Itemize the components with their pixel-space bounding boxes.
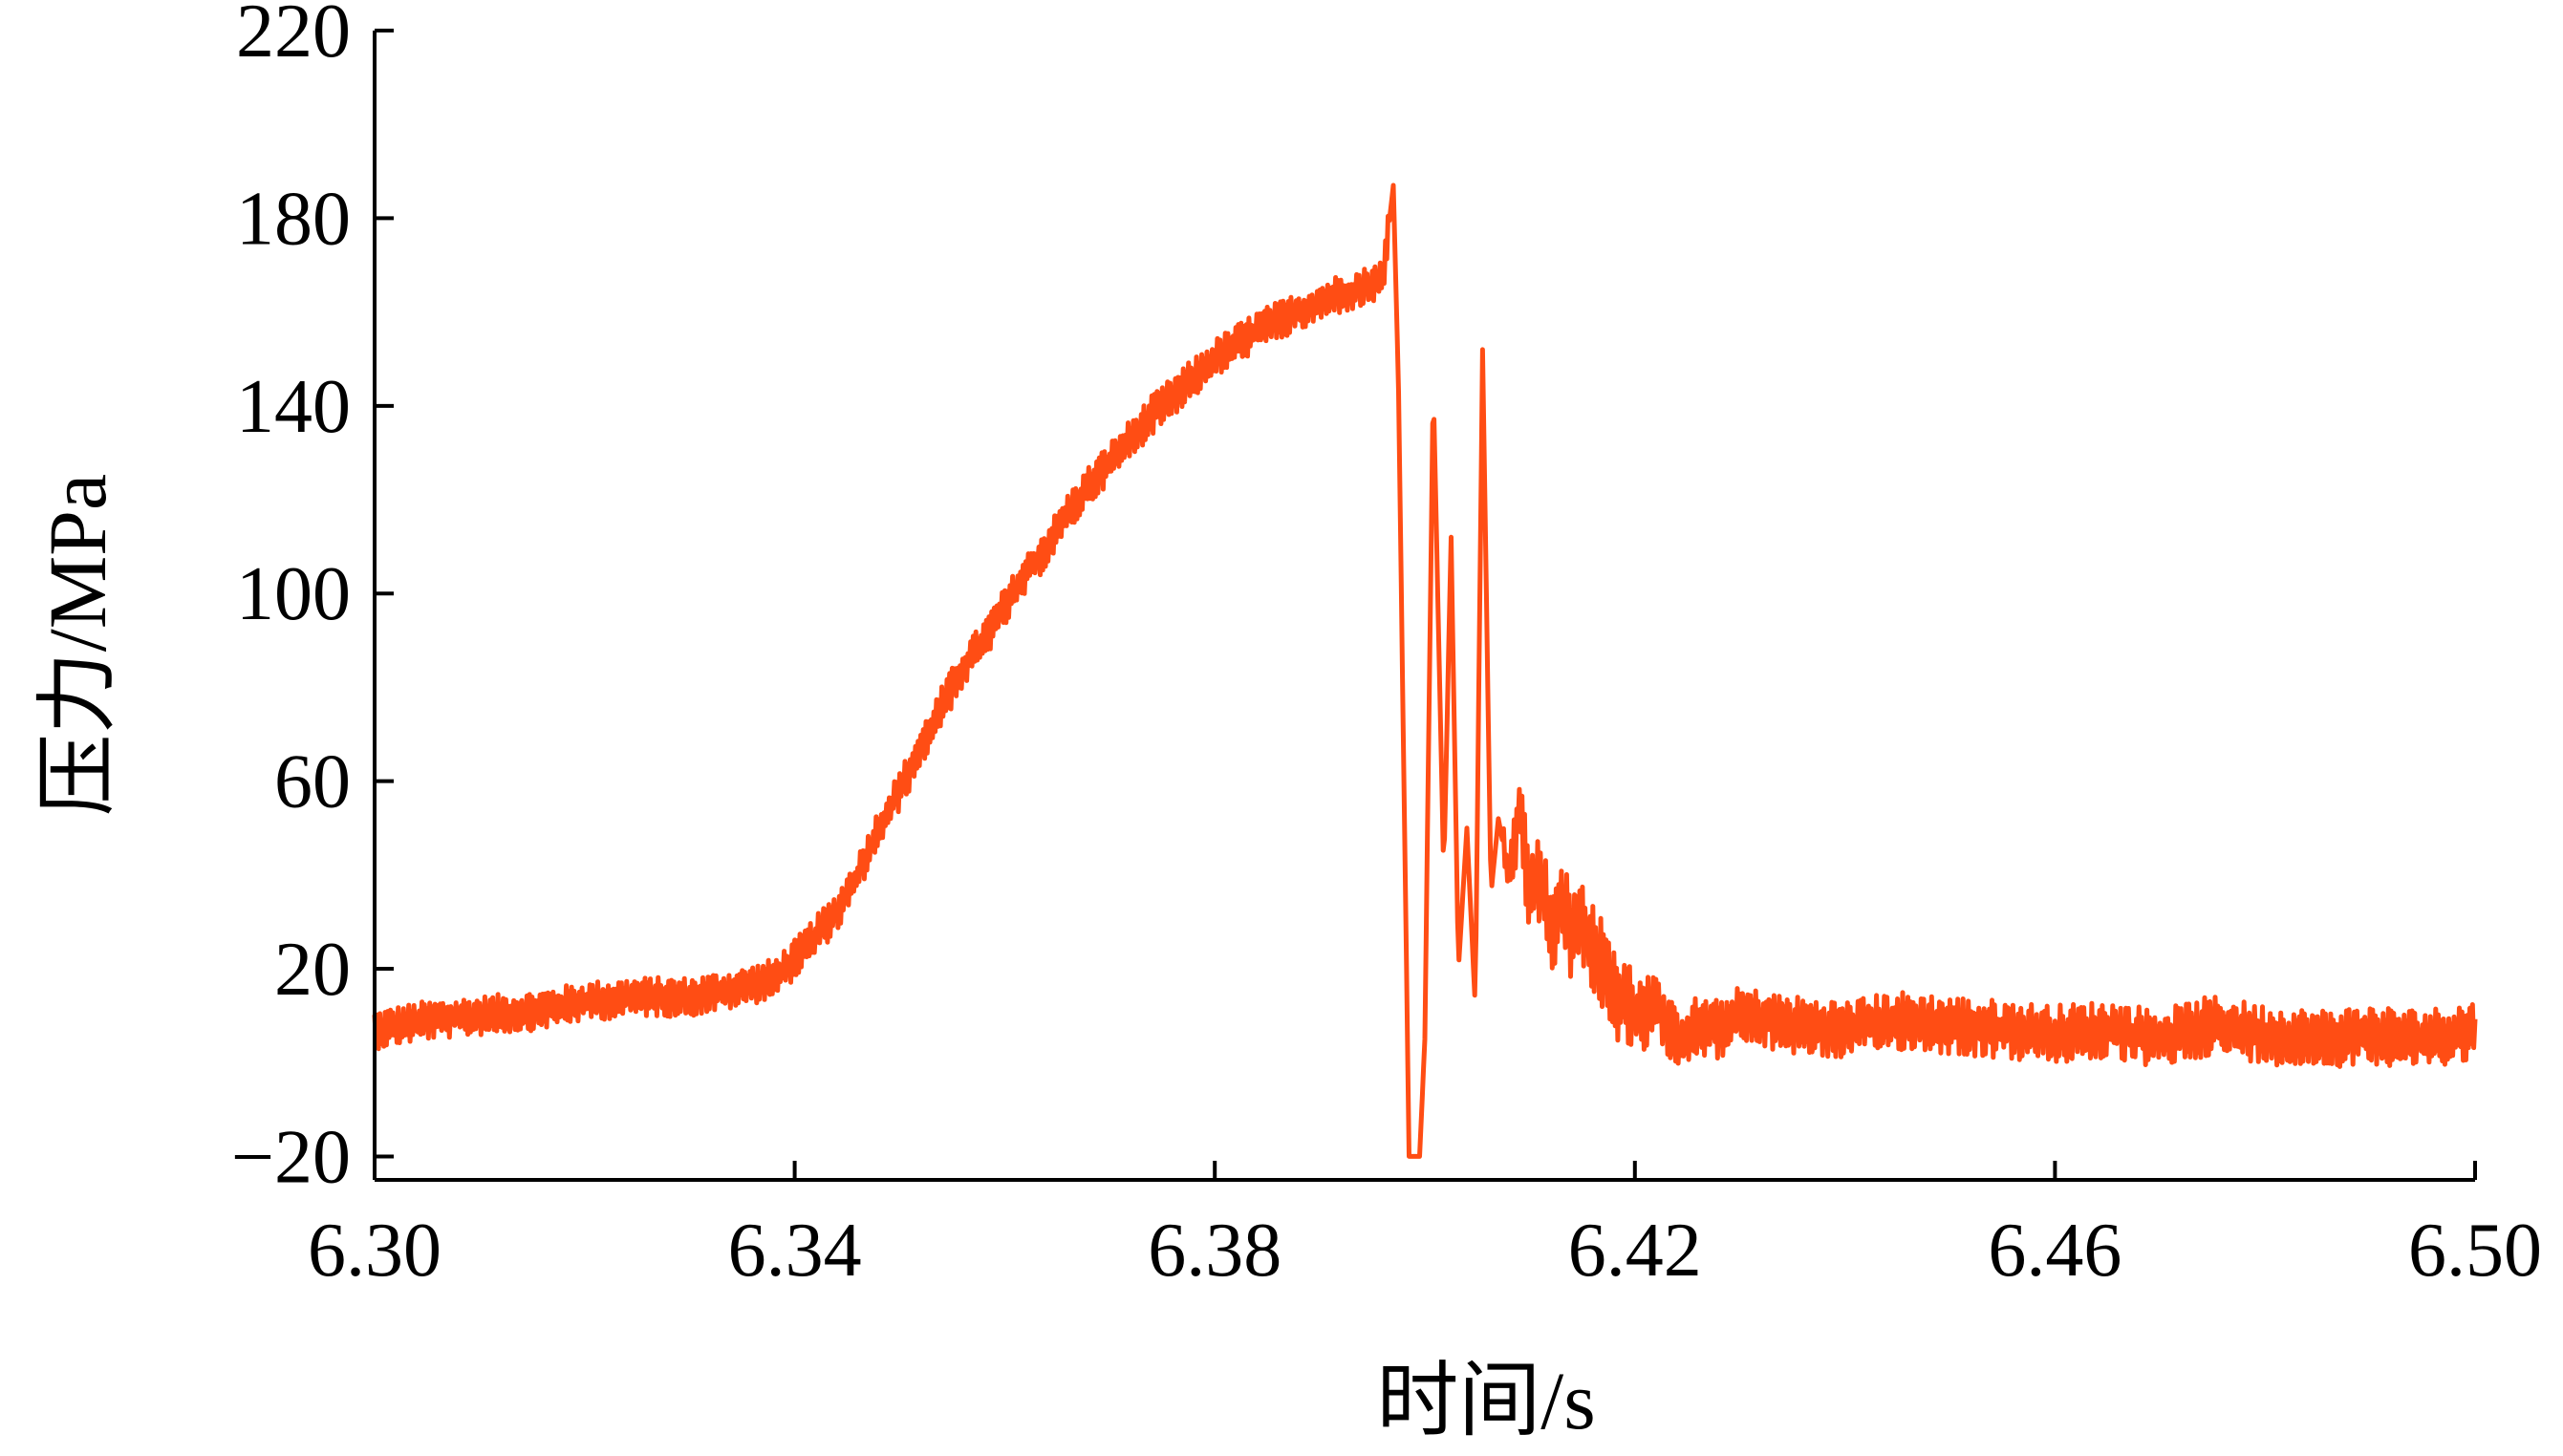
x-tick-label: 6.50 — [2408, 1209, 2542, 1293]
x-tick-label: 6.34 — [728, 1209, 862, 1293]
pressure-series-line — [372, 182, 2478, 1159]
y-tick-label: 60 — [274, 740, 351, 824]
y-axis-label: 压力/MPa — [32, 474, 123, 816]
x-tick-label: 6.30 — [308, 1209, 442, 1293]
x-axis: 6.30 6.34 6.38 6.42 6.46 6.50 — [308, 1161, 2542, 1293]
x-axis-label: 时间/s — [1376, 1355, 1595, 1446]
y-tick-label: 220 — [236, 0, 351, 74]
y-tick-label: 180 — [236, 177, 351, 261]
y-axis: −20 20 60 100 140 180 220 — [231, 0, 394, 1199]
x-tick-label: 6.38 — [1148, 1209, 1282, 1293]
y-tick-label: −20 — [231, 1115, 351, 1199]
x-tick-label: 6.42 — [1568, 1209, 1702, 1293]
y-tick-label: 100 — [236, 552, 351, 636]
y-tick-label: 20 — [274, 928, 351, 1012]
y-tick-label: 140 — [236, 365, 351, 449]
x-tick-label: 6.46 — [1988, 1209, 2121, 1293]
plot-area — [372, 182, 2478, 1159]
